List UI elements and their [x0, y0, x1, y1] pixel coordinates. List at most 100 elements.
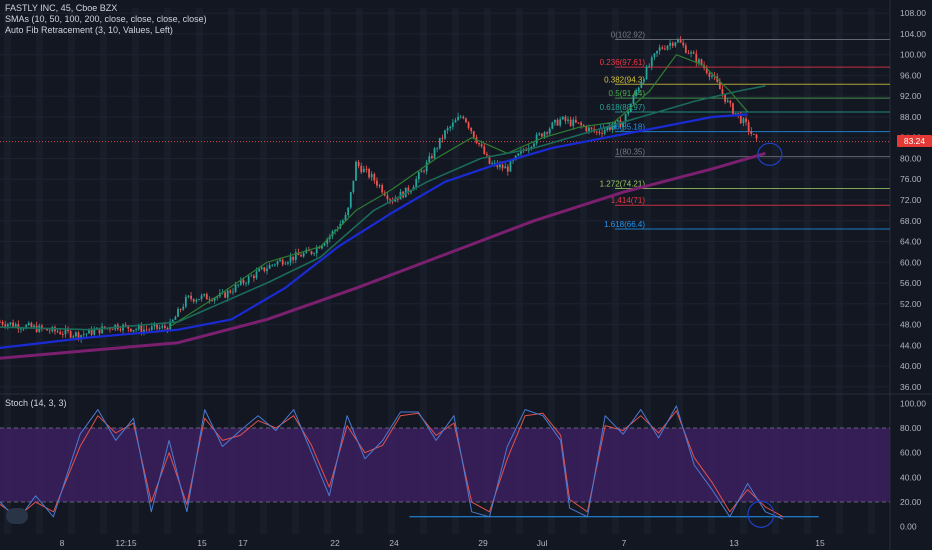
session-stripe — [484, 8, 491, 534]
candle-body — [271, 264, 274, 266]
session-stripe — [740, 8, 747, 534]
candle-body — [569, 119, 572, 126]
fib-level-label: 0.382(94.3) — [604, 75, 645, 84]
candle-body — [255, 271, 258, 279]
candle-body — [216, 296, 219, 298]
candle-body — [653, 53, 656, 58]
x-tick-label: 17 — [238, 538, 248, 548]
candle-body — [284, 263, 287, 265]
candle-body — [690, 52, 692, 54]
candle-body — [0, 321, 1, 323]
session-stripe — [68, 8, 75, 534]
candle-body — [698, 59, 700, 63]
candle-body — [616, 120, 619, 122]
candle-body — [273, 264, 276, 266]
sma-line-3 — [0, 113, 748, 349]
session-stripe — [580, 8, 587, 534]
candle-body — [441, 137, 444, 139]
candle-body — [457, 116, 459, 121]
x-tick-label: 13 — [729, 538, 739, 548]
candle-body — [153, 324, 156, 327]
candle-body — [595, 131, 598, 133]
candle-body — [334, 229, 336, 232]
candle-body — [572, 119, 575, 126]
candle-body — [410, 190, 412, 193]
candle-body — [321, 245, 323, 249]
y-tick-label: 88.00 — [900, 112, 922, 122]
x-tick-label: 22 — [330, 538, 340, 548]
candle-body — [1, 322, 4, 325]
candle-body — [742, 118, 745, 124]
candle-body — [294, 252, 297, 260]
candle-body — [98, 327, 101, 334]
x-tick-label: 24 — [389, 538, 399, 548]
candle-body — [279, 259, 281, 262]
y-tick-label: 76.00 — [900, 174, 922, 184]
candle-body — [556, 119, 559, 126]
candle-body — [292, 256, 295, 260]
candle-body — [370, 174, 373, 178]
candle-body — [166, 328, 169, 332]
candle-body — [747, 122, 750, 132]
candle-body — [643, 79, 645, 82]
candle-body — [22, 328, 25, 330]
candle-body — [666, 45, 669, 50]
candle-body — [158, 327, 161, 329]
candle-body — [253, 275, 255, 279]
candle-body — [677, 39, 679, 43]
fib-legend[interactable]: Auto Fib Retracement (3, 10, Values, Lef… — [5, 25, 173, 35]
candle-body — [148, 329, 151, 331]
candle-body — [567, 119, 569, 121]
candle-body — [378, 185, 381, 187]
candle-body — [428, 156, 431, 163]
candle-body — [530, 146, 533, 148]
candle-body — [132, 329, 135, 332]
candle-body — [289, 256, 292, 263]
fib-level-label: 0(102.92) — [611, 31, 646, 40]
stoch-y-tick-label: 60.00 — [900, 448, 922, 458]
candle-body — [684, 45, 687, 53]
candle-body — [140, 325, 143, 333]
candle-body — [622, 122, 624, 128]
candle-body — [472, 131, 475, 138]
stoch-highlight-circle — [747, 500, 775, 528]
candle-body — [46, 328, 49, 331]
candle-body — [61, 334, 64, 336]
candle-body — [200, 295, 203, 300]
candle-body — [444, 130, 446, 139]
candle-body — [640, 81, 643, 88]
x-tick-label: 8 — [60, 538, 65, 548]
candles — [0, 36, 758, 343]
session-stripe — [516, 8, 523, 534]
candle-body — [349, 192, 352, 208]
candle-body — [483, 146, 486, 154]
candle-body — [318, 247, 321, 249]
session-stripe — [292, 8, 299, 534]
y-tick-label: 92.00 — [900, 91, 922, 101]
candle-body — [232, 291, 234, 293]
candle-body — [663, 48, 666, 50]
tradingview-logo-icon[interactable] — [6, 508, 28, 524]
candle-body — [499, 164, 501, 168]
fib-level-label: 0.236(97.61) — [600, 58, 646, 67]
candle-body — [242, 279, 245, 284]
candle-body — [509, 161, 512, 172]
y-tick-label: 52.00 — [900, 299, 922, 309]
candle-body — [80, 335, 83, 339]
stoch-title[interactable]: Stoch (14, 3, 3) — [5, 398, 67, 408]
candle-body — [564, 116, 567, 121]
candle-body — [237, 284, 240, 286]
symbol-title[interactable]: FASTLY INC, 45, Cboe BZX — [5, 3, 118, 13]
candle-body — [156, 324, 158, 329]
candle-body — [342, 220, 344, 224]
candle-body — [632, 95, 635, 104]
candle-body — [14, 324, 17, 327]
session-stripe — [388, 8, 395, 534]
candle-body — [407, 187, 410, 193]
fib-level-label: 1.618(66.4) — [604, 220, 645, 229]
candle-body — [77, 332, 80, 339]
sma-legend[interactable]: SMAs (10, 50, 100, 200, close, close, cl… — [5, 14, 207, 24]
candle-body — [302, 253, 305, 257]
candle-body — [33, 325, 35, 328]
